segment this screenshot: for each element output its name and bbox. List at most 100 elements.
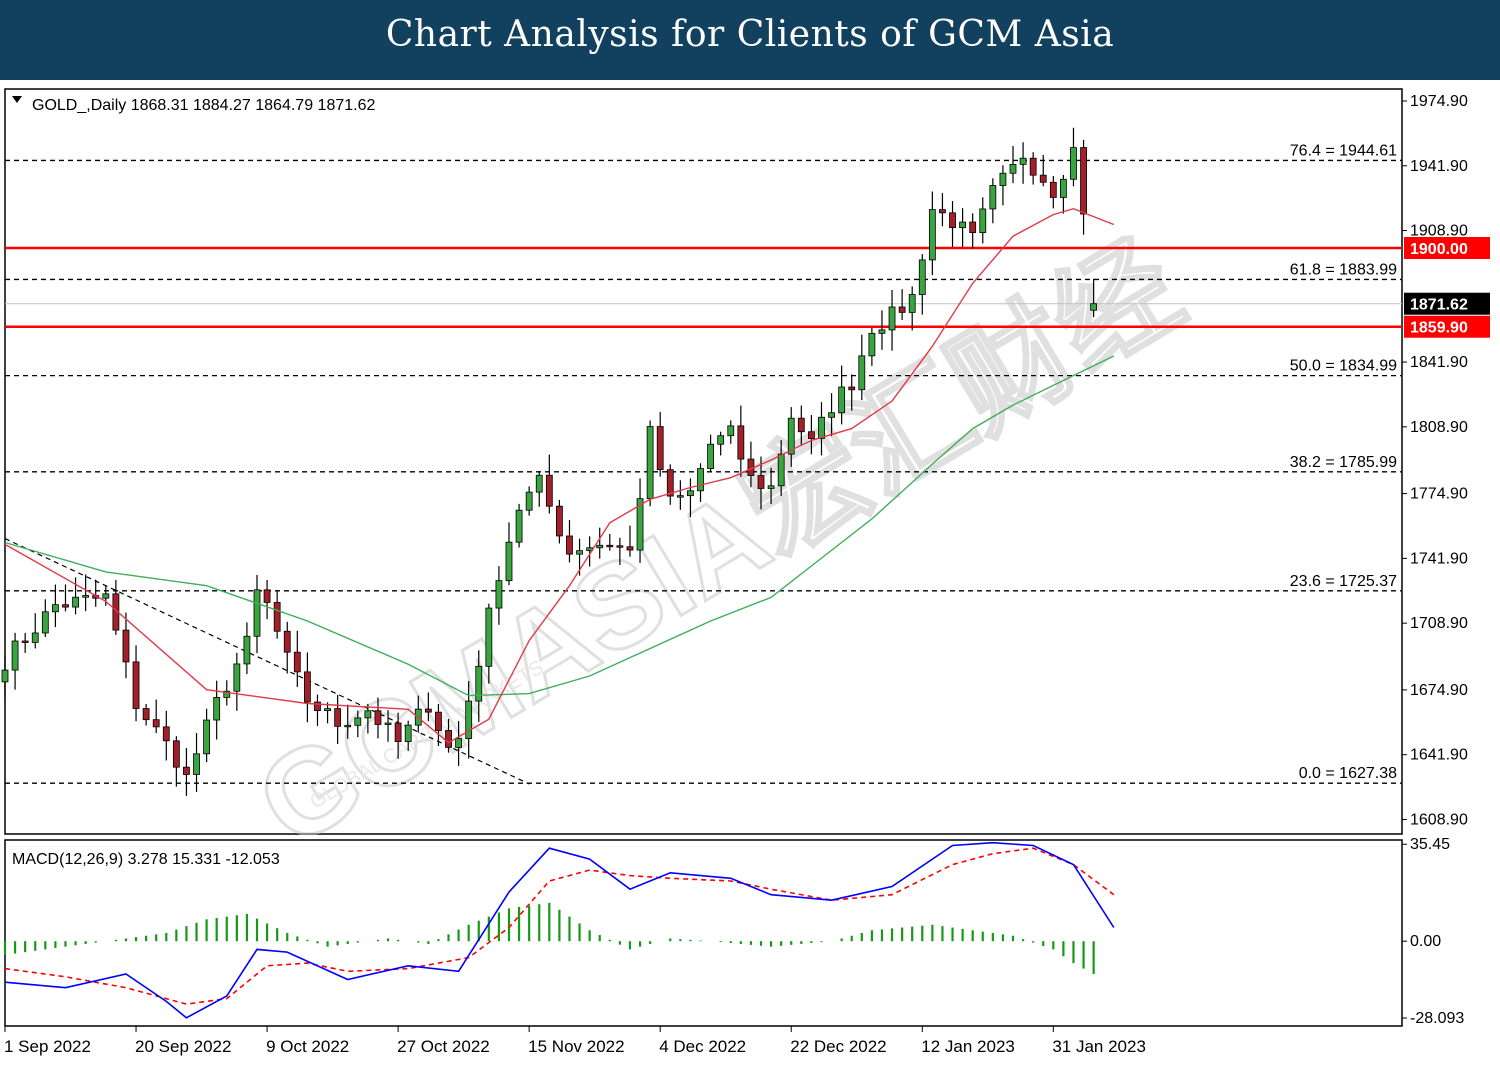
candle-body-6 — [62, 604, 69, 608]
y-tick-label-7: 1708.90 — [1410, 615, 1468, 632]
macd-y-tick-label-1: 0.00 — [1410, 933, 1441, 950]
candle-body-3 — [31, 632, 39, 643]
candle-body-4 — [41, 611, 49, 634]
candle-body-85 — [858, 355, 866, 391]
candle-body-94 — [949, 212, 956, 229]
trendline — [4, 538, 530, 785]
fib-label-76-4: 76.4 = 1944.61 — [1290, 142, 1397, 159]
candle-body-48 — [485, 607, 493, 667]
candle-body-69 — [697, 468, 704, 492]
candle-body-20 — [203, 719, 211, 755]
candle-body-63 — [636, 498, 644, 551]
candle-body-80 — [808, 431, 815, 439]
candle-body-95 — [959, 221, 966, 229]
candle-body-101 — [1019, 157, 1027, 165]
price-label-box-2 — [1404, 315, 1490, 338]
candle-body-13 — [132, 661, 140, 709]
candle-body-73 — [737, 425, 745, 460]
fib-label-61-8: 61.8 = 1883.99 — [1290, 261, 1397, 278]
banner-title: Chart Analysis for Clients of GCM Asia — [385, 14, 1115, 55]
y-tick-label-8: 1674.90 — [1410, 682, 1468, 699]
price-label-box-0 — [1404, 237, 1490, 260]
candle-body-99 — [999, 172, 1007, 186]
price-label-1: 1871.62 — [1410, 297, 1468, 314]
y-tick-label-9: 1641.90 — [1410, 747, 1468, 764]
candle-body-30 — [303, 671, 311, 703]
candle-body-72 — [727, 425, 735, 437]
dropdown-triangle-icon[interactable] — [12, 96, 22, 103]
candle-body-70 — [707, 443, 714, 469]
candle-body-66 — [666, 469, 674, 497]
candle-body-43 — [435, 711, 442, 731]
x-tick-label-5: 4 Dec 2022 — [659, 1037, 746, 1056]
candle-body-51 — [515, 509, 523, 543]
candle-body-103 — [1039, 174, 1047, 183]
price-panel — [4, 88, 1403, 835]
candle-body-90 — [908, 294, 916, 313]
x-tick-label-0: 1 Sep 2022 — [4, 1037, 91, 1056]
fib-label-0-0: 0.0 = 1627.38 — [1299, 765, 1397, 782]
candle-body-54 — [545, 474, 553, 507]
y-tick-label-3: 1841.90 — [1410, 354, 1468, 371]
candle-body-14 — [142, 708, 150, 721]
candle-body-93 — [939, 209, 946, 214]
candle-body-17 — [172, 740, 180, 768]
candle-body-60 — [606, 544, 614, 548]
y-tick-label-4: 1808.90 — [1410, 419, 1468, 436]
ma-long-line — [4, 355, 1115, 697]
candle-body-102 — [1029, 157, 1037, 176]
candle-body-84 — [848, 386, 856, 391]
x-tick-label-2: 9 Oct 2022 — [266, 1037, 349, 1056]
candle-body-96 — [969, 221, 977, 234]
candle-body-31 — [314, 701, 321, 712]
y-tick-label-2: 1908.90 — [1410, 223, 1468, 240]
candle-body-33 — [334, 708, 342, 727]
y-tick-label-10: 1608.90 — [1410, 811, 1468, 828]
candle-body-49 — [495, 580, 503, 609]
candle-body-53 — [535, 474, 543, 493]
candle-body-5 — [52, 604, 59, 613]
candle-body-89 — [898, 306, 906, 313]
candle-body-15 — [152, 719, 160, 728]
candle-body-91 — [918, 259, 926, 295]
candle-body-22 — [223, 690, 231, 698]
candle-body-81 — [818, 416, 825, 439]
candle-body-23 — [233, 663, 241, 692]
ma-short-line — [4, 207, 1115, 744]
candle-body-92 — [928, 209, 936, 261]
candle-body-62 — [626, 546, 634, 551]
x-tick-label-3: 27 Oct 2022 — [397, 1037, 490, 1056]
candle-body-27 — [273, 602, 281, 632]
candle-body-7 — [72, 596, 79, 608]
macd-layer — [3, 841, 1115, 1019]
candle-body-32 — [324, 708, 331, 712]
candle-body-46 — [465, 700, 473, 740]
candle-body-24 — [243, 635, 251, 665]
fib-label-23-6: 23.6 = 1725.37 — [1290, 573, 1397, 590]
candle-body-78 — [787, 417, 795, 455]
candle-body-10 — [102, 593, 110, 599]
candle-body-50 — [505, 541, 513, 582]
candle-body-1 — [11, 640, 19, 671]
candle-body-0 — [1, 669, 9, 683]
x-tick-label-7: 12 Jan 2023 — [921, 1037, 1015, 1056]
candle-body-29 — [293, 651, 301, 673]
candle-body-82 — [828, 412, 835, 418]
candle-body-104 — [1049, 181, 1057, 198]
y-tick-label-0: 1974.90 — [1410, 93, 1468, 110]
macd-y-tick-label-2: -28.093 — [1410, 1010, 1464, 1027]
candle-body-16 — [162, 726, 170, 742]
x-tick-label-6: 22 Dec 2022 — [790, 1037, 886, 1056]
candle-body-71 — [717, 435, 725, 445]
candle-body-2 — [21, 640, 29, 643]
y-tick-label-5: 1774.90 — [1410, 486, 1468, 503]
candle-body-88 — [888, 306, 896, 331]
candle-body-38 — [384, 722, 392, 725]
candle-body-56 — [566, 535, 573, 555]
candle-body-35 — [354, 717, 362, 726]
price-label-2: 1859.90 — [1410, 320, 1468, 337]
x-tick-label-4: 15 Nov 2022 — [528, 1037, 624, 1056]
price-label-0: 1900.00 — [1410, 241, 1468, 258]
candle-body-39 — [394, 722, 402, 742]
candle-body-18 — [183, 766, 190, 775]
